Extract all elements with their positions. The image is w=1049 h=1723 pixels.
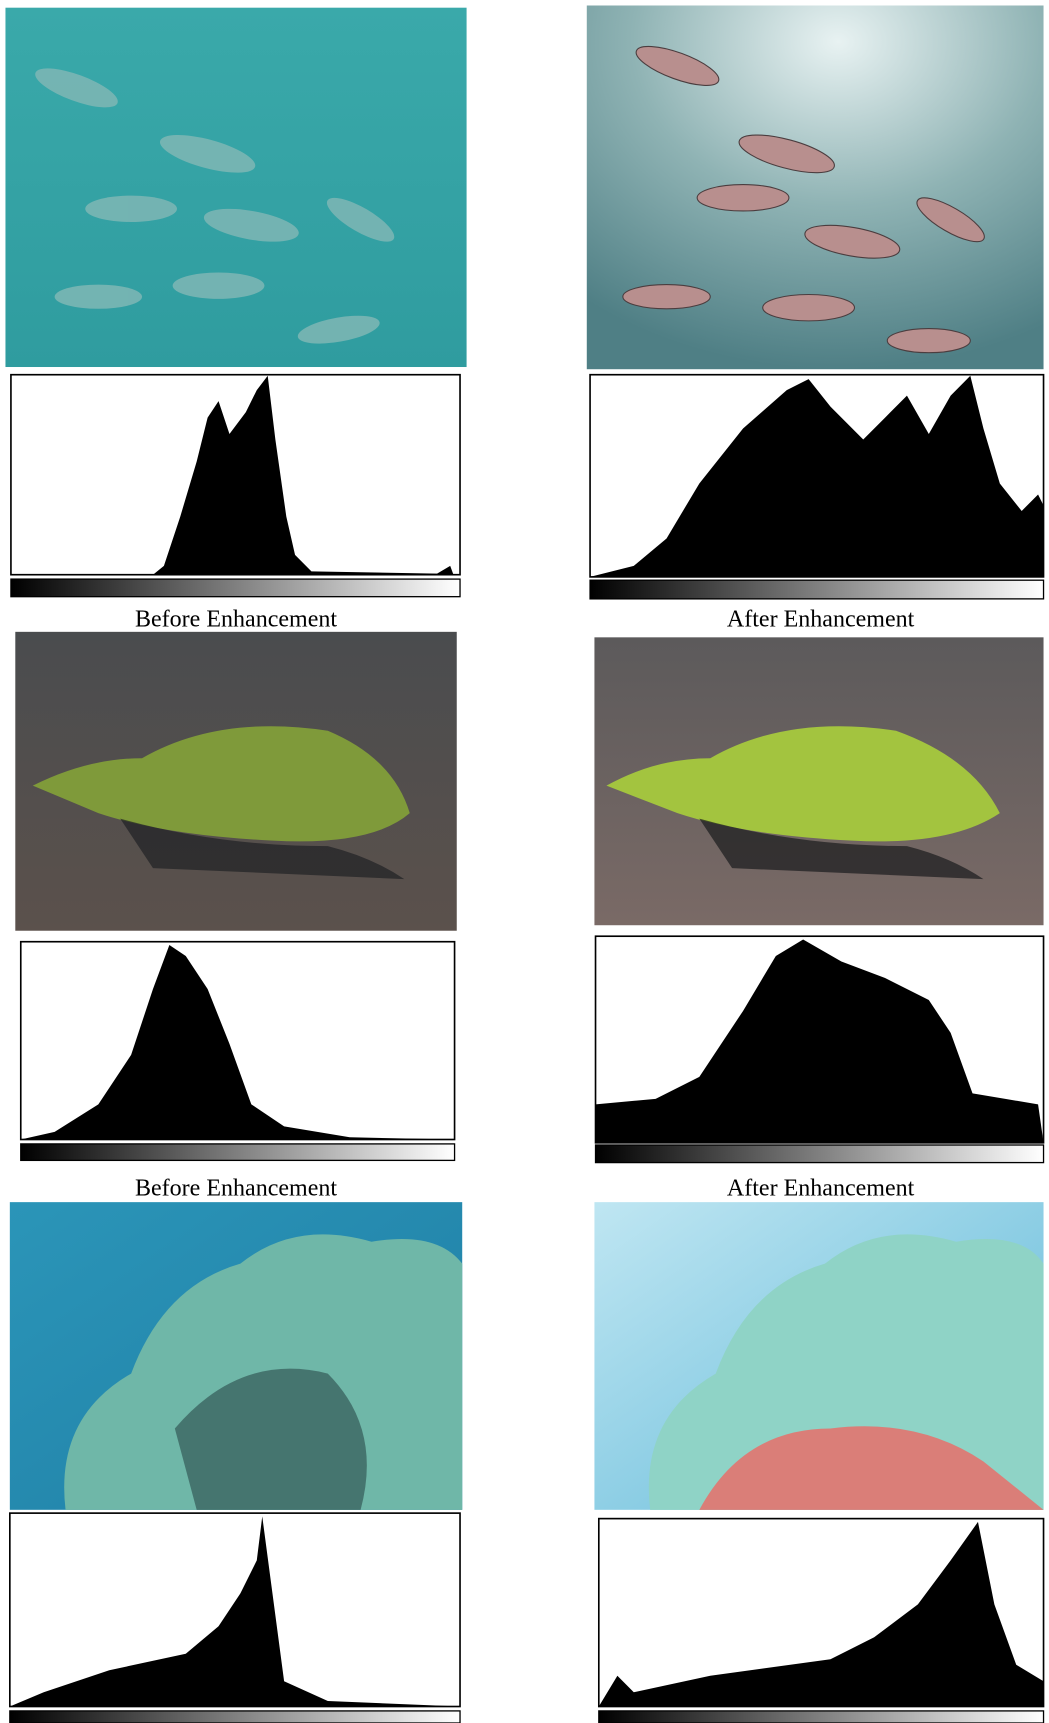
caption: Before Enhancement [135, 1175, 337, 1201]
histogram-before-2 [21, 942, 455, 1161]
page: Before Enhancement After Enhancement Bef… [0, 0, 1049, 1723]
caption: Before Enhancement [135, 606, 337, 632]
photo-after-3 [594, 1202, 1043, 1510]
histogram-before-3 [10, 1513, 460, 1723]
photo-before-1 [5, 8, 466, 367]
photo-after-2 [594, 637, 1043, 925]
histogram-after-1 [590, 375, 1043, 599]
figure: Before Enhancement After Enhancement Bef… [0, 0, 1049, 1723]
photo-before-2 [15, 632, 456, 931]
caption: After Enhancement [727, 1175, 915, 1201]
histogram-after-3 [599, 1519, 1044, 1723]
histogram-after-2 [596, 936, 1044, 1162]
photo-after-1 [587, 5, 1044, 369]
photo-before-3 [10, 1202, 462, 1510]
caption: After Enhancement [727, 606, 915, 632]
histogram-before-1 [11, 375, 460, 597]
